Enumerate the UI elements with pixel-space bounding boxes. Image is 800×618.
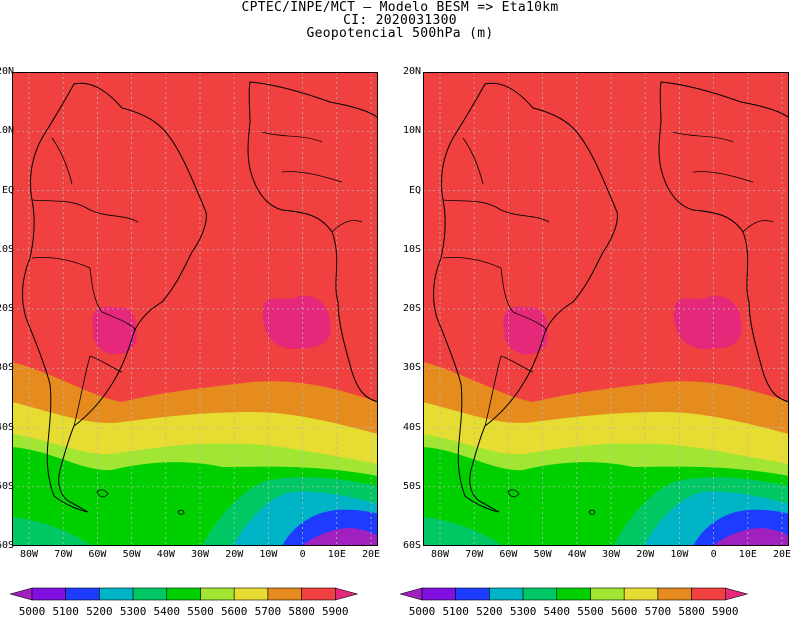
colorbar-label: 5400	[543, 605, 571, 618]
lon-label: 30W	[191, 549, 210, 560]
lat-label: 40S	[403, 421, 422, 433]
lon-label: 0	[299, 549, 306, 560]
colorbar-label: 5500	[577, 605, 604, 618]
colorbar-segment	[267, 587, 302, 601]
colorbar-segment	[657, 587, 692, 601]
colorbar-segment	[691, 587, 726, 601]
colorbar-label: 5700	[254, 605, 282, 618]
header-line-1: CPTEC/INPE/MCT – Modelo BESM => Eta10km	[241, 0, 559, 15]
lon-label: 20W	[636, 549, 655, 560]
colorbar-label: 5900	[322, 605, 349, 618]
lon-label: 0	[710, 549, 717, 560]
colorbar-label: 5500	[187, 605, 214, 618]
header-line-3: Geopotencial 500hPa (m)	[306, 26, 494, 41]
lat-label: EQ	[409, 184, 422, 196]
colorbar-segment	[10, 587, 33, 601]
colorbar-label: 5200	[86, 605, 113, 618]
lon-label: 40W	[156, 549, 175, 560]
map-panel-right	[423, 72, 789, 546]
colorbar-segment	[31, 587, 67, 601]
lon-label: 80W	[431, 549, 450, 560]
colorbar-segment	[421, 587, 457, 601]
lon-label: 10E	[738, 549, 757, 560]
colorbar-segment	[65, 587, 100, 601]
lat-label: 50S	[403, 480, 422, 492]
colorbar-label: 5100	[52, 605, 79, 618]
colorbar-label: 5800	[288, 605, 315, 618]
colorbar-label: 5000	[18, 605, 46, 618]
lon-label: 20E	[362, 549, 381, 560]
lon-label: 10W	[670, 549, 689, 560]
colorbar-label: 5900	[712, 605, 739, 618]
lon-label: 60W	[88, 549, 107, 560]
colorbar-segment	[623, 587, 659, 601]
lon-label: 70W	[465, 549, 484, 560]
colorbar-label: 5400	[153, 605, 181, 618]
map-frame	[423, 72, 789, 546]
lon-label: 30W	[602, 549, 621, 560]
lon-label: 20E	[773, 549, 792, 560]
lat-label: 20N	[0, 66, 15, 77]
colorbar-segment	[556, 587, 591, 601]
colorbar-left	[10, 587, 359, 601]
colorbar-segment	[522, 587, 558, 601]
colorbar-segment	[99, 587, 134, 601]
lon-label: 80W	[20, 549, 39, 560]
map-left	[12, 72, 378, 546]
lat-label: 30S	[0, 362, 15, 374]
colorbar-right	[400, 587, 749, 601]
colorbar-segment	[132, 587, 168, 601]
lat-label: 40S	[0, 421, 15, 433]
colorbar-segment	[400, 587, 423, 601]
colorbar-segment	[233, 587, 269, 601]
lat-label: 60S	[0, 540, 15, 551]
colorbar-segment	[590, 587, 625, 601]
lon-label: 50W	[122, 549, 141, 560]
colorbar-label: 5100	[442, 605, 469, 618]
colorbar-label: 5200	[476, 605, 503, 618]
header-line-2: CI: 2020031300	[343, 13, 457, 28]
map-panel-left	[12, 72, 378, 546]
lon-label: 10E	[327, 549, 346, 560]
lat-label: 20N	[403, 66, 422, 77]
lon-label: 20W	[225, 549, 244, 560]
lon-label: 60W	[499, 549, 518, 560]
lat-label: 10N	[0, 125, 15, 137]
colorbar-segment	[301, 587, 336, 601]
colorbar-label: 5700	[644, 605, 672, 618]
colorbar-label: 5300	[509, 605, 537, 618]
lon-label: 40W	[567, 549, 586, 560]
lat-label: 20S	[403, 303, 422, 314]
lat-label: 10S	[403, 243, 422, 255]
colorbar-segment	[334, 587, 359, 601]
map-frame	[12, 72, 378, 546]
map-right	[423, 72, 789, 546]
lat-label: 30S	[403, 362, 422, 374]
colorbar-label: 5300	[119, 605, 147, 618]
colorbar-label: 5800	[678, 605, 705, 618]
lat-label: 20S	[0, 303, 15, 314]
lat-label: 10S	[0, 243, 15, 255]
colorbar-segment	[200, 587, 235, 601]
colorbar-label: 5600	[220, 605, 248, 618]
colorbar-segment	[455, 587, 490, 601]
lon-label: 10W	[259, 549, 278, 560]
colorbar-label: 5600	[610, 605, 638, 618]
colorbar-label: 5000	[408, 605, 436, 618]
lon-label: 50W	[533, 549, 552, 560]
colorbar-segment	[166, 587, 201, 601]
lat-label: 50S	[0, 480, 15, 492]
lon-label: 70W	[54, 549, 73, 560]
colorbar-segment	[489, 587, 524, 601]
colorbar-segment	[724, 587, 749, 601]
lat-label: 60S	[403, 540, 422, 551]
lat-label: EQ	[2, 184, 15, 196]
lat-label: 10N	[403, 125, 422, 137]
